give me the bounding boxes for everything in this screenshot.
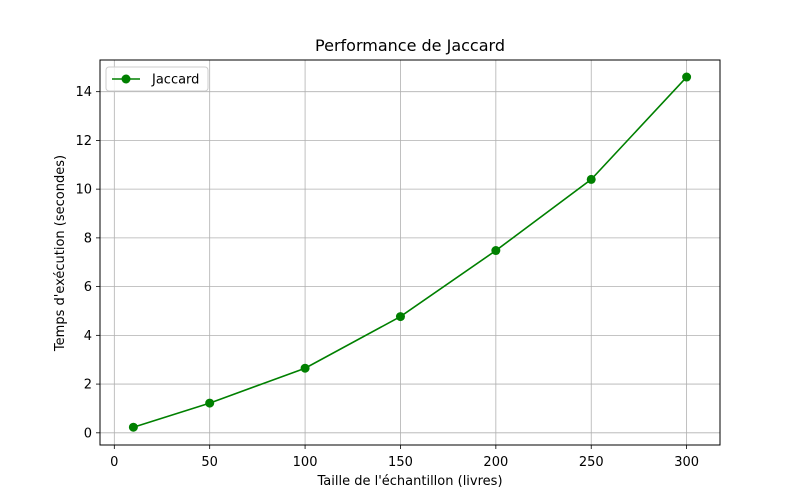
plot-frame xyxy=(99,59,721,446)
x-tick-label: 50 xyxy=(201,455,218,470)
grid xyxy=(100,60,720,445)
y-tick-label: 6 xyxy=(84,280,92,295)
x-tick-label: 150 xyxy=(388,455,413,470)
y-tick-label: 12 xyxy=(75,134,92,149)
legend-marker-swatch xyxy=(121,74,131,84)
data-point xyxy=(395,312,405,322)
x-tick-label: 0 xyxy=(110,455,118,470)
y-tick-label: 14 xyxy=(75,85,92,100)
data-point xyxy=(682,72,692,82)
y-tick-label: 8 xyxy=(84,231,92,246)
x-tick-label: 100 xyxy=(293,455,318,470)
legend-box xyxy=(105,66,209,92)
y-axis-ticks: 0 2 4 6 8 10 12 14 xyxy=(75,85,100,441)
x-tick-label: 300 xyxy=(674,455,699,470)
chart-title: Performance de Jaccard xyxy=(315,36,505,55)
legend: Jaccard xyxy=(105,66,209,92)
x-axis-ticks: 0 50 100 150 200 250 300 xyxy=(110,445,699,470)
y-tick-label: 2 xyxy=(84,378,92,393)
x-axis-title: Taille de l'échantillon (livres) xyxy=(316,474,502,489)
x-tick-label: 250 xyxy=(579,455,604,470)
data-point xyxy=(300,363,310,373)
y-tick-label: 0 xyxy=(84,426,92,441)
y-tick-label: 10 xyxy=(75,183,92,198)
legend-label-jaccard: Jaccard xyxy=(151,73,199,88)
y-axis-title: Temps d'exécution (secondes) xyxy=(53,155,68,352)
series-layer xyxy=(128,72,692,432)
data-point xyxy=(205,398,215,408)
data-point xyxy=(128,422,138,432)
data-point xyxy=(491,246,501,256)
y-tick-label: 4 xyxy=(84,329,92,344)
data-point xyxy=(586,174,596,184)
x-tick-label: 200 xyxy=(483,455,508,470)
